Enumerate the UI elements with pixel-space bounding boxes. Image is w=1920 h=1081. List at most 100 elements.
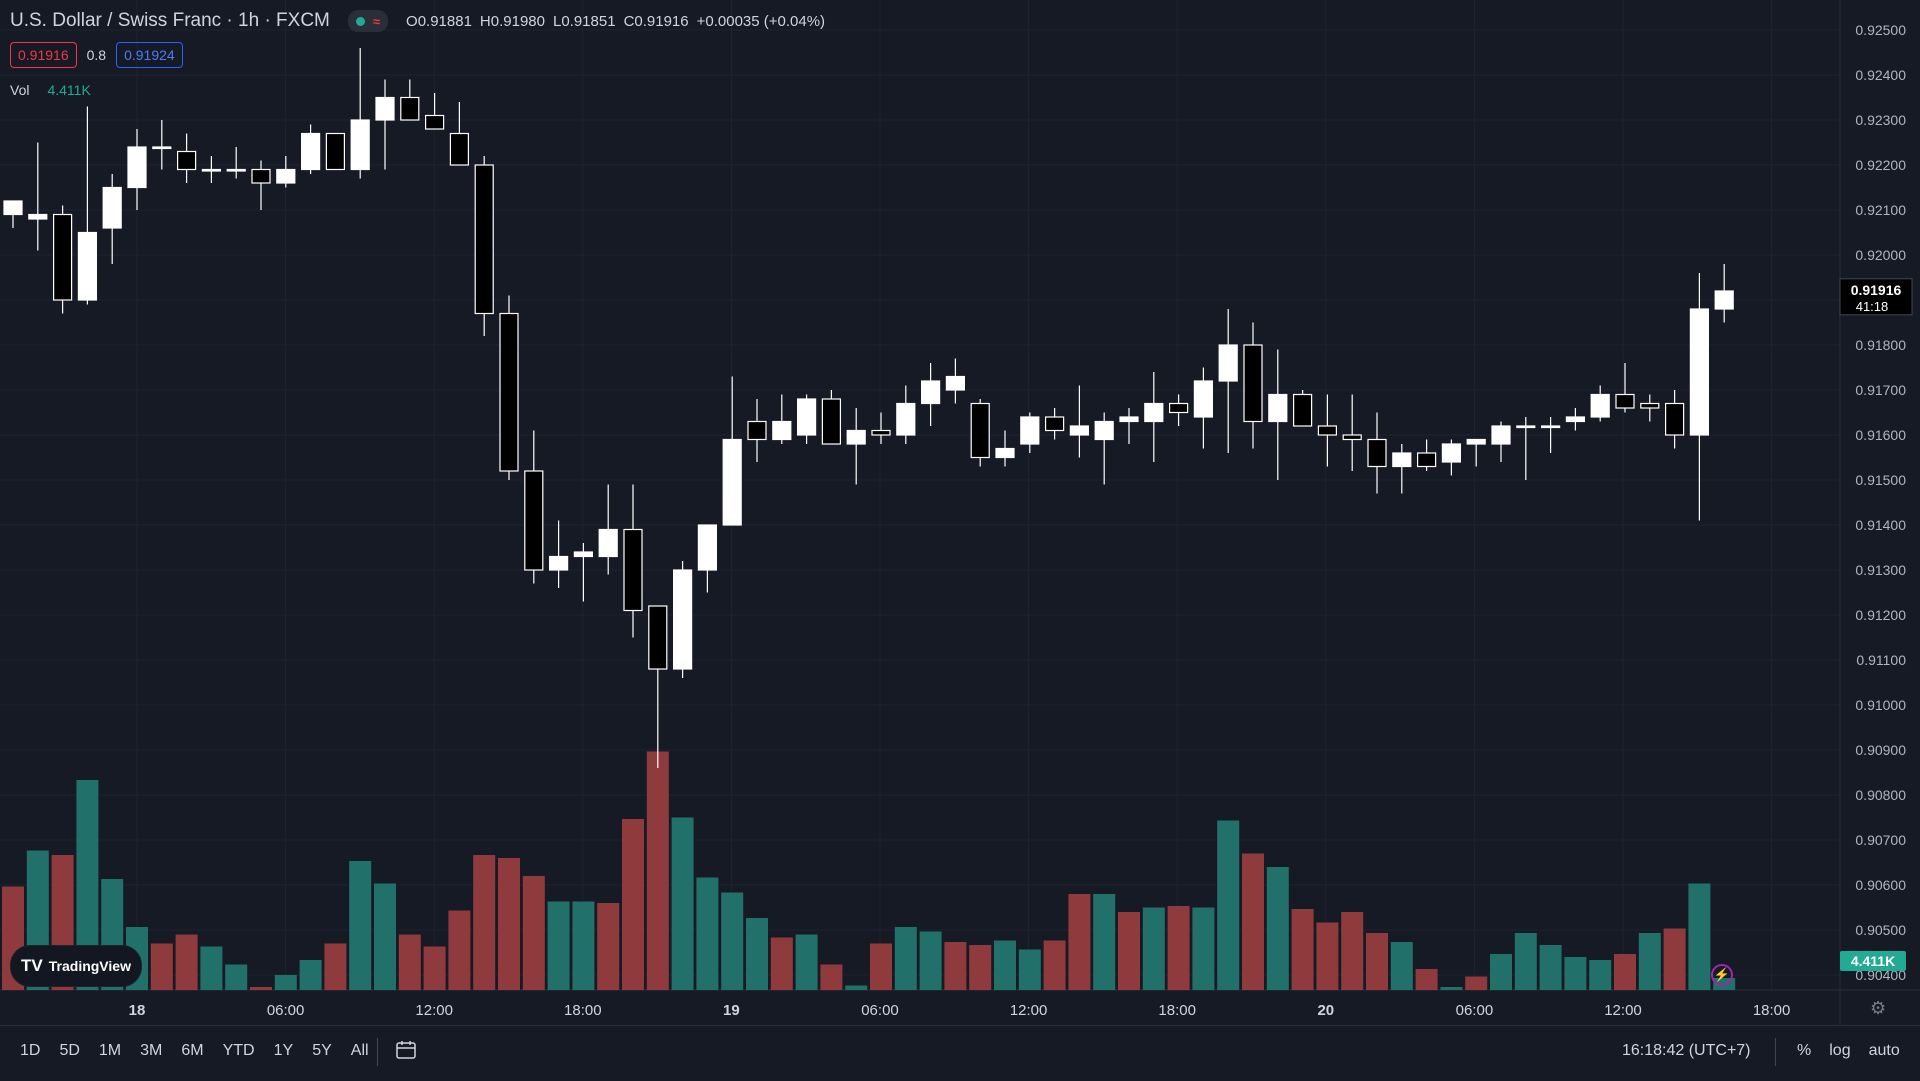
- candle-body-down: [747, 420, 767, 441]
- candle-body-up: [127, 146, 147, 189]
- data-delay-icon: ≈: [372, 13, 381, 29]
- volume-label: Vol: [10, 82, 30, 98]
- x-tick-label: 20: [1317, 1002, 1334, 1019]
- settings-gear-icon[interactable]: ⚙: [1870, 998, 1887, 1018]
- y-tick-label: 0.91100: [1856, 652, 1906, 668]
- volume-legend[interactable]: Vol 4.411K: [10, 82, 91, 98]
- candle-body-down: [1243, 344, 1263, 423]
- sell-price-button[interactable]: 0.91916: [10, 42, 77, 68]
- volume-bar: [646, 751, 669, 990]
- volume-bar: [1465, 976, 1488, 990]
- open-value: O0.91881: [406, 12, 472, 30]
- clock-timezone[interactable]: 16:18:42 (UTC+7): [1622, 1042, 1751, 1059]
- range-5y[interactable]: 5Y: [312, 1042, 332, 1059]
- volume-bar: [721, 892, 744, 990]
- candle-body-up: [697, 524, 718, 571]
- candle-body-up: [28, 213, 48, 220]
- candle-body-up: [1119, 416, 1139, 423]
- candle-body-up: [1069, 425, 1090, 436]
- y-tick-label: 0.91200: [1855, 607, 1906, 623]
- volume-bar: [473, 855, 496, 990]
- candle-body-down: [499, 312, 519, 472]
- volume-bar: [76, 780, 99, 990]
- y-tick-label: 0.90700: [1855, 832, 1906, 848]
- range-6m[interactable]: 6M: [181, 1042, 204, 1059]
- volume-bar: [1539, 945, 1562, 990]
- volume-bar: [175, 934, 198, 990]
- candle-body-up: [598, 528, 618, 558]
- y-tick-label: 0.91600: [1855, 427, 1906, 443]
- symbol-title[interactable]: U.S. Dollar / Swiss Franc · 1h · FXCM: [10, 10, 330, 31]
- range-3m[interactable]: 3M: [140, 1042, 163, 1059]
- market-status-pill[interactable]: ≈: [347, 10, 389, 32]
- candle-body-up: [1441, 443, 1462, 463]
- volume-bar: [1093, 894, 1116, 990]
- volume-bar: [1341, 912, 1364, 990]
- volume-bar: [200, 946, 223, 990]
- y-tick-label: 0.90900: [1855, 742, 1906, 758]
- range-1y[interactable]: 1Y: [273, 1042, 294, 1059]
- buy-price-button[interactable]: 0.91924: [116, 42, 183, 68]
- toolbar-divider-2: [1775, 1038, 1776, 1066]
- range-5d[interactable]: 5D: [59, 1042, 80, 1059]
- toolbar-divider: [377, 1038, 378, 1066]
- y-tick-label: 0.91300: [1855, 562, 1906, 578]
- calendar-goto-icon[interactable]: [395, 1040, 417, 1060]
- volume-bar: [994, 940, 1016, 990]
- volume-bar: [150, 943, 173, 990]
- volume-bar: [1440, 987, 1463, 990]
- candle-body-up: [1491, 425, 1511, 445]
- volume-bar: [845, 985, 868, 990]
- volume-bar: [1638, 933, 1661, 990]
- volume-bar: [1018, 949, 1041, 990]
- y-tick-label: 0.90500: [1855, 922, 1906, 938]
- log-scale-toggle[interactable]: log: [1829, 1042, 1851, 1059]
- percent-scale-toggle[interactable]: %: [1797, 1042, 1812, 1059]
- x-tick-label: 18:00: [564, 1002, 602, 1019]
- range-1d[interactable]: 1D: [20, 1042, 41, 1059]
- volume-bar: [299, 960, 322, 990]
- x-tick-label: 06:00: [1456, 1002, 1494, 1019]
- y-tick-label: 0.92000: [1855, 247, 1906, 263]
- candle-body-up: [1565, 416, 1586, 423]
- candle-body-up: [102, 186, 122, 229]
- candle-body-up: [1689, 308, 1710, 436]
- chart-header: U.S. Dollar / Swiss Franc · 1h · FXCM ≈ …: [10, 8, 825, 34]
- volume-bar: [870, 943, 892, 990]
- y-tick-label: 0.92300: [1855, 112, 1906, 128]
- volume-bar: [250, 987, 272, 990]
- volume-bar: [1192, 907, 1215, 990]
- candle-body-up: [226, 168, 246, 172]
- range-selector: 1D 5D 1M 3M 6M YTD 1Y 5Y All: [20, 1042, 369, 1060]
- bottom-toolbar: 1D 5D 1M 3M 6M YTD 1Y 5Y All 16:18:42 (U…: [0, 1025, 1920, 1081]
- candle-body-up: [1020, 416, 1040, 445]
- volume-bar: [1242, 853, 1264, 990]
- price-chart[interactable]: 0.92500 0.92400 0.92300 0.92200 0.92100 0.920…: [0, 0, 1920, 1025]
- x-tick-label: 12:00: [1604, 1002, 1642, 1019]
- candle-body-up: [375, 96, 395, 121]
- volume-tag: [1840, 951, 1906, 971]
- candle-body-up: [1590, 393, 1610, 418]
- volume-bar: [225, 964, 248, 990]
- candle-body-up: [1392, 452, 1412, 468]
- candle-body-up: [573, 551, 594, 558]
- volume-bar: [1217, 820, 1240, 990]
- candle-body-up: [350, 119, 370, 171]
- range-ytd[interactable]: YTD: [222, 1042, 255, 1059]
- volume-bar: [597, 903, 620, 990]
- range-1m[interactable]: 1M: [98, 1042, 122, 1059]
- candle-body-down: [623, 528, 643, 612]
- range-all[interactable]: All: [350, 1042, 369, 1059]
- volume-bar: [547, 901, 570, 990]
- candle-body-down: [1416, 452, 1437, 468]
- candle-body-down: [821, 398, 842, 445]
- lightning-icon[interactable]: ⚡: [1711, 964, 1733, 986]
- candle-body-down: [970, 402, 990, 459]
- last-price-tag: [1839, 278, 1913, 316]
- y-tick-label: 0.91500: [1855, 472, 1906, 488]
- high-value: H0.91980: [479, 12, 545, 30]
- volume-bar: [671, 817, 694, 990]
- candle-body-up: [301, 132, 321, 171]
- auto-scale-toggle[interactable]: auto: [1868, 1042, 1900, 1059]
- tradingview-logo[interactable]: TV TradingView: [10, 945, 142, 987]
